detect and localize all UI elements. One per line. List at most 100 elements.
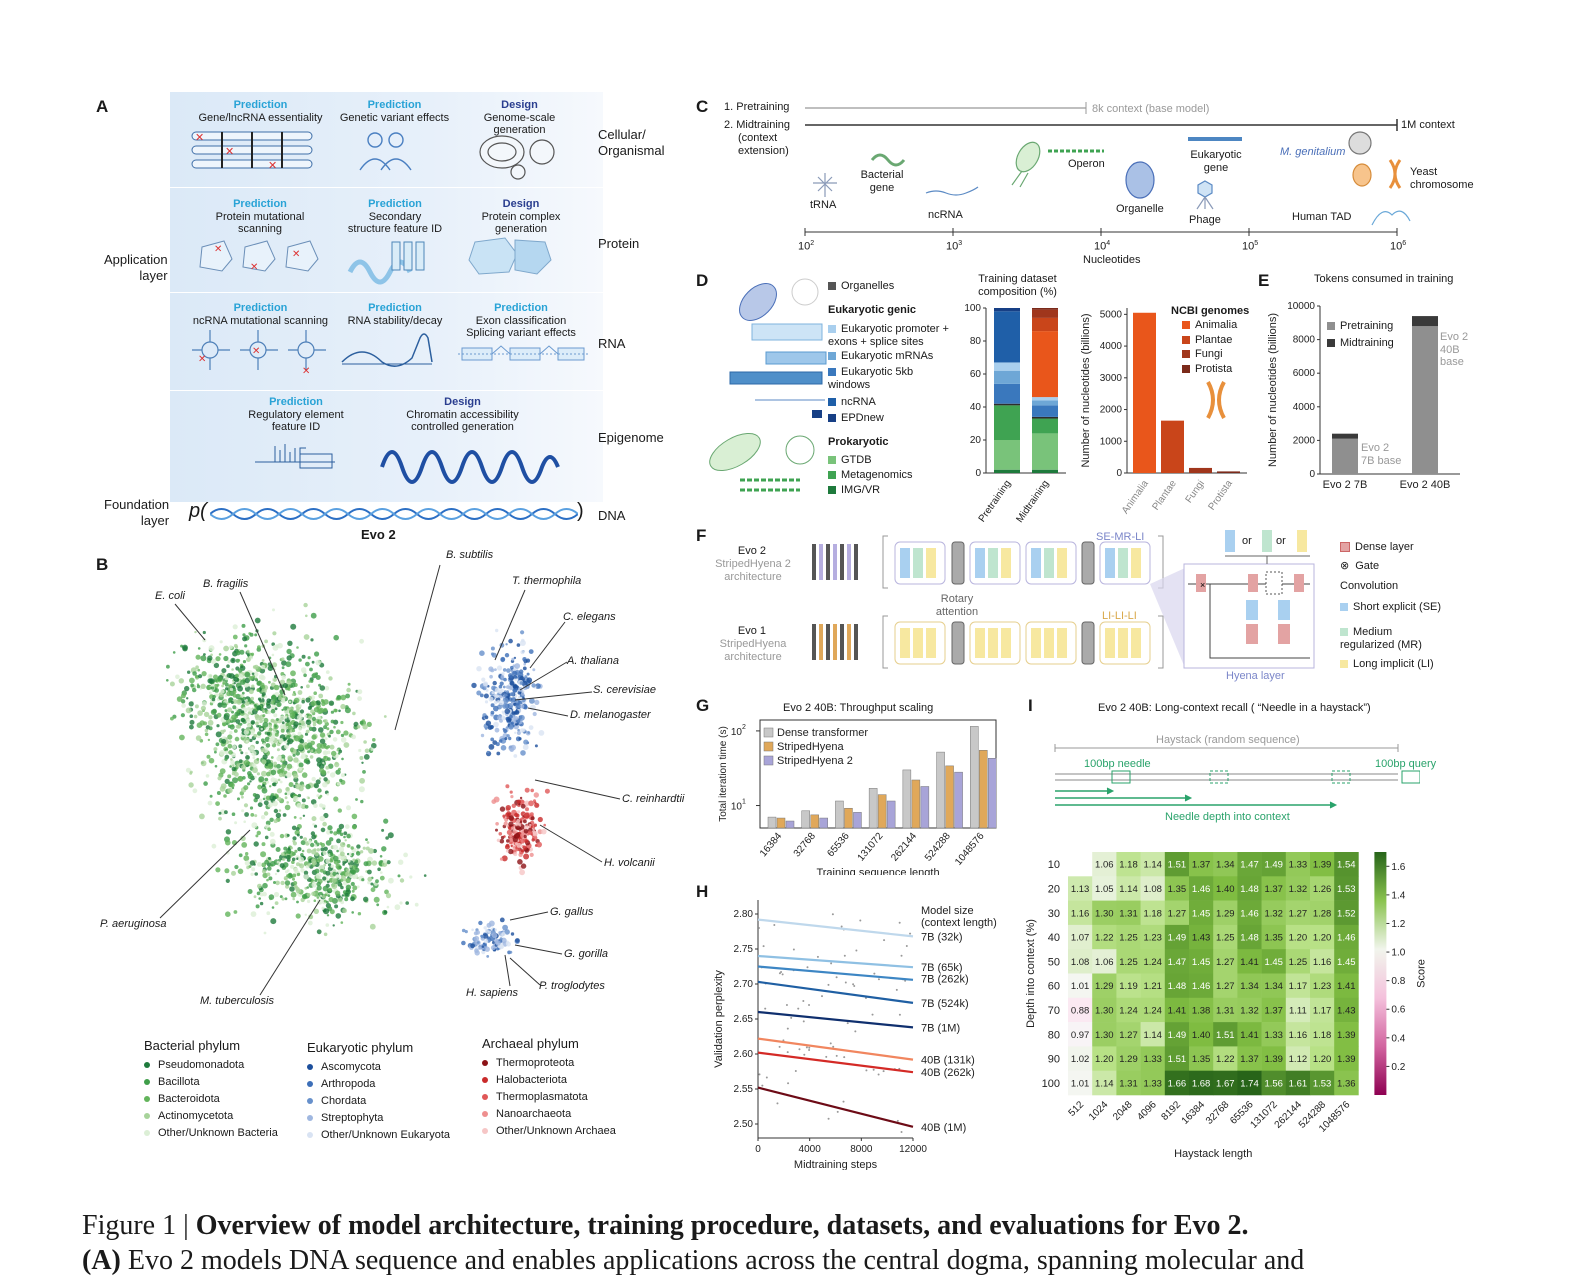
h-ytick-label: 2.75 [734, 944, 754, 955]
h-scatter-point [878, 1073, 880, 1075]
h-scatter-point [899, 922, 901, 924]
c-tick-1: 102 [798, 240, 814, 253]
d-euk-item-2: Eukaryotic mRNAs [828, 350, 933, 363]
i-cell-value: 1.36 [1337, 1078, 1356, 1089]
i-schematic [1050, 740, 1420, 810]
d-ncbi-category-label: Protista [1206, 478, 1235, 512]
i-colorbar-tick-label: 1.4 [1391, 890, 1405, 901]
g-bar [921, 786, 929, 828]
i-cell-value: 1.29 [1119, 1054, 1138, 1065]
panel-f-letter: F [696, 526, 706, 546]
i-cell-value: 1.41 [1168, 1005, 1187, 1016]
i-colorbar-tick-label: 0.4 [1391, 1033, 1405, 1044]
d-ncbi-ytick-label: 0 [1116, 468, 1122, 479]
legend-item: Actinomycetota [144, 1108, 278, 1125]
legend-label: Pseudomonadota [158, 1059, 244, 1071]
i-cell-value: 1.08 [1143, 884, 1162, 895]
h-xtick-label: 8000 [850, 1144, 873, 1155]
legend-label: Other/Unknown Bacteria [158, 1127, 278, 1139]
d-pro-item-1: GTDB [828, 454, 872, 467]
i-cell-value: 1.41 [1337, 981, 1356, 992]
i-colorbar-tick-label: 1.6 [1391, 862, 1405, 873]
e-ytick-label: 4000 [1293, 402, 1316, 413]
h-scatter-point [841, 926, 843, 928]
legend-swatch [482, 1111, 488, 1117]
g-bar [811, 815, 819, 828]
legend-bacterial: Bacterial phylum Pseudomonadota Bacillota… [144, 1038, 278, 1142]
d-comp-bar-segment [1032, 318, 1058, 331]
f-or-2: or [1276, 535, 1286, 548]
evo2-token-bars [812, 544, 858, 580]
legend-label: Actinomycetota [158, 1110, 233, 1122]
legend-label: Bacteroidota [158, 1093, 220, 1105]
d-pro-title: Prokaryotic [828, 436, 889, 449]
h-scatter-point [843, 1056, 845, 1058]
h-scatter-point [853, 985, 855, 987]
legend-item: Other/Unknown Eukaryota [307, 1127, 450, 1144]
i-cell-value: 1.68 [1192, 1078, 1211, 1089]
c-item-m-genitalium: M. genitalium [1280, 146, 1345, 159]
i-cell-value: 1.05 [1095, 884, 1114, 895]
h-ytick-label: 2.70 [734, 979, 754, 990]
i-cell-value: 1.01 [1071, 981, 1090, 992]
f-evo2: Evo 2 [712, 545, 792, 558]
legend-label: Nanoarchaeota [496, 1108, 571, 1120]
evo1-token-bars [812, 624, 858, 660]
i-column-label: 2048 [1111, 1099, 1135, 1123]
d-comp-bar-segment [1032, 470, 1058, 473]
d-ncbi-protista: Protista [1182, 363, 1232, 376]
h-ytick-label: 2.60 [734, 1049, 754, 1060]
h-scatter-point [786, 1004, 788, 1006]
h-ytick-label: 2.55 [734, 1084, 754, 1095]
i-cell-value: 1.51 [1216, 1030, 1235, 1041]
d-composition-title: Training dataset composition (%) [965, 273, 1070, 298]
i-cell-value: 1.43 [1337, 1005, 1356, 1016]
i-cell-value: 1.35 [1264, 933, 1283, 944]
i-cell-value: 1.40 [1216, 884, 1235, 895]
g-category-label: 131072 [856, 831, 886, 864]
d-ncbi-animalia: Animalia [1182, 319, 1237, 332]
d-ncbi-fungi: Fungi [1182, 348, 1223, 361]
i-colorbar-tick-label: 1.0 [1391, 948, 1405, 959]
d-comp-ytick-label: 100 [964, 303, 981, 314]
i-cell-value: 1.27 [1216, 981, 1235, 992]
i-cell-value: 1.16 [1071, 908, 1090, 919]
i-needle-heatmap: 10 1.06 1.18 1.14 1.51 1.37 1.34 1.47 1.49 1.33 1.… [1020, 848, 1470, 1170]
legend-item: Thermoproteota [482, 1055, 616, 1072]
legend-swatch [307, 1064, 313, 1070]
i-cell-value: 1.45 [1192, 908, 1211, 919]
e-category-label: Evo 2 40B [1400, 479, 1451, 491]
c-item-yeast-chromosome: Yeast chromosome [1410, 166, 1474, 191]
legend-label: Ascomycota [321, 1061, 381, 1073]
d-comp-category-label: Midtraining [1014, 478, 1051, 524]
d-legend-organelles: Organelles [828, 280, 894, 293]
i-cell-value: 1.06 [1095, 860, 1114, 871]
legend-item: Streptophyta [307, 1110, 450, 1127]
h-scatter-point [830, 962, 832, 964]
d-comp-bar-segment [1032, 310, 1058, 318]
i-cell-value: 1.33 [1143, 1078, 1162, 1089]
h-xtick-label: 12000 [899, 1144, 927, 1155]
legend-swatch [482, 1128, 488, 1134]
h-series-line [758, 1088, 913, 1127]
i-cell-value: 1.24 [1143, 957, 1162, 968]
legend-item: Ascomycota [307, 1059, 450, 1076]
i-cell-value: 1.08 [1071, 957, 1090, 968]
i-row-label: 100 [1042, 1078, 1060, 1090]
legend-item: Arthropoda [307, 1076, 450, 1093]
h-scatter-point [803, 1054, 805, 1056]
legend-eukaryotic: Eukaryotic phylum Ascomycota Arthropoda Ch… [307, 1040, 450, 1144]
g-bar [802, 811, 810, 828]
i-cell-value: 1.30 [1095, 1005, 1114, 1016]
d-ncbi-ylabel: Number of nucleotides (billions) [1080, 313, 1092, 467]
h-legend-subtitle: (context length) [921, 917, 997, 929]
g-bar [903, 770, 911, 828]
h-scatter-point [806, 966, 808, 968]
h-series-line [758, 956, 913, 967]
i-cell-value: 1.31 [1119, 1078, 1138, 1089]
i-depth: Needle depth into context [1165, 811, 1290, 824]
h-scatter-point [899, 1014, 901, 1016]
h-legend-title: Model size [921, 905, 974, 917]
d-comp-bar-segment [1032, 331, 1058, 397]
e-ytick-label: 6000 [1293, 368, 1316, 379]
